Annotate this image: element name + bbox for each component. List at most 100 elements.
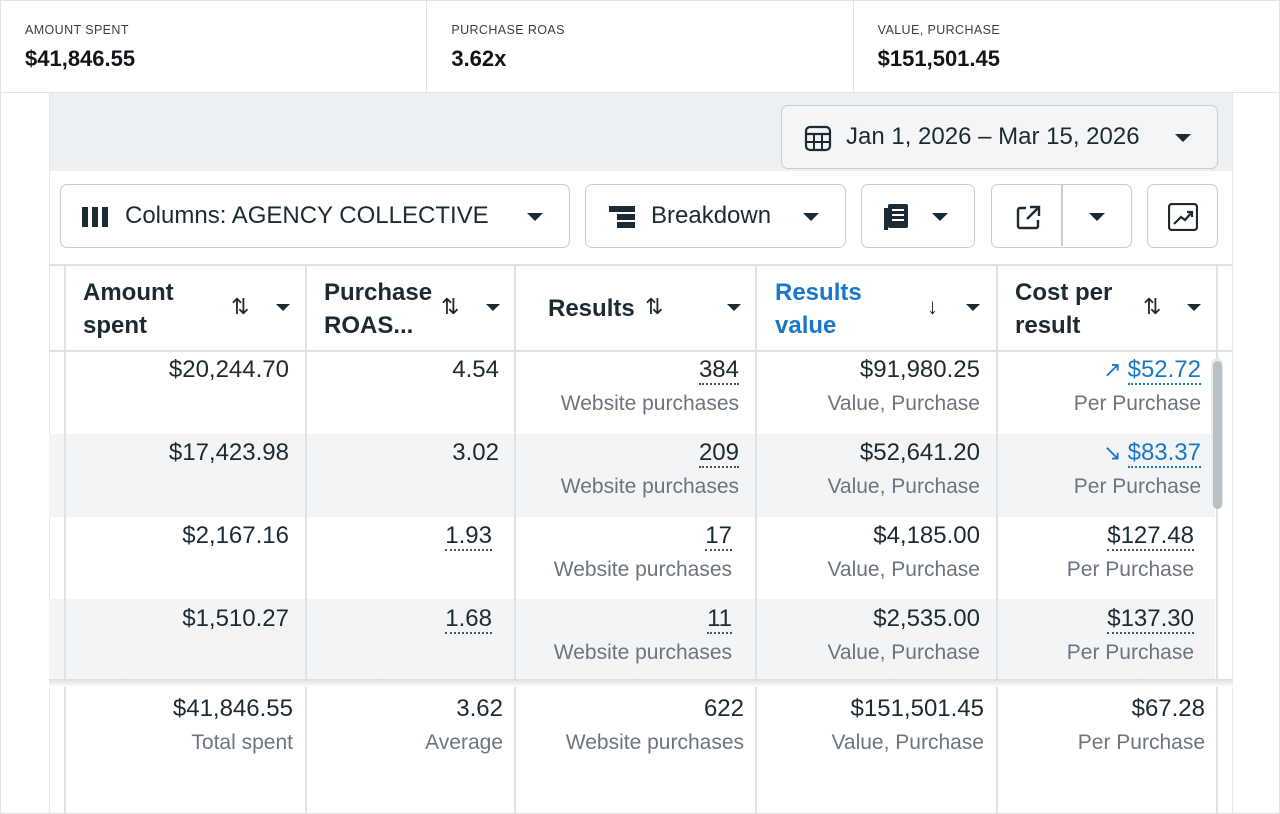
cell-amount-spent: $17,423.98	[169, 438, 289, 468]
view-charts-button[interactable]	[1147, 184, 1218, 248]
header-line: ROAS...	[324, 312, 414, 339]
date-range-picker[interactable]: Jan 1, 2026 – Mar 15, 2026	[781, 105, 1218, 169]
header-label: Amount spent	[83, 276, 174, 342]
cell-subtext: Per Purchase	[1073, 475, 1201, 498]
totals-divider	[49, 679, 1233, 687]
cell-subtext: Value, Purchase	[827, 558, 980, 581]
total-results: 622 Website purchases	[566, 694, 744, 758]
metric-card-purchase-roas: PURCHASE ROAS 3.62x	[427, 1, 854, 92]
breakdown-label: Breakdown	[651, 202, 772, 229]
chevron-down-icon[interactable]	[966, 304, 980, 311]
cost-link[interactable]: $52.72	[1127, 356, 1201, 385]
breakdown-icon	[609, 206, 635, 228]
cost-link[interactable]: $83.37	[1127, 439, 1201, 468]
sort-icon[interactable]: ⇅	[645, 294, 664, 319]
metric-label: AMOUNT SPENT	[25, 23, 129, 37]
cell-value: $52,641.20	[859, 439, 980, 466]
cell-subtext: Per Purchase	[1073, 392, 1201, 415]
sort-down-icon[interactable]: ↓	[927, 294, 938, 319]
cell-value: 4.54	[452, 356, 499, 383]
row-background	[49, 599, 1215, 682]
header-label: Results	[548, 295, 635, 322]
columns-icon	[82, 207, 108, 227]
cell-value: $17,423.98	[168, 439, 289, 466]
breakdown-button[interactable]: Breakdown	[585, 184, 846, 248]
export-icon	[1016, 205, 1041, 230]
panel-divider	[1232, 93, 1233, 813]
cell-amount-spent: $1,510.27	[182, 604, 289, 634]
reports-button[interactable]	[861, 184, 975, 248]
cell-results-value: $91,980.25 Value, Purchase	[827, 355, 980, 419]
export-button[interactable]	[991, 184, 1132, 248]
cell-results: 384 Website purchases	[561, 355, 739, 419]
cell-value: $2,535.00	[873, 605, 980, 632]
results-link[interactable]: 11	[707, 605, 732, 634]
chevron-down-icon	[932, 213, 948, 221]
metric-card-value-purchase: VALUE, PURCHASE $151,501.45	[854, 1, 1279, 92]
cell-purchase-roas: 1.93	[445, 521, 492, 551]
chevron-down-icon	[527, 213, 543, 221]
cell-amount-spent: $20,244.70	[169, 355, 289, 385]
header-line: result	[1015, 312, 1081, 339]
total-purchase-roas: 3.62 Average	[425, 694, 503, 758]
metric-label: PURCHASE ROAS	[451, 23, 565, 37]
chevron-down-icon[interactable]	[727, 304, 741, 311]
sort-icon[interactable]: ⇅	[231, 294, 250, 319]
trend-up-icon: ↗	[1103, 357, 1122, 382]
cell-value: $20,244.70	[168, 356, 289, 383]
roas-link[interactable]: 1.68	[445, 605, 492, 634]
header-line: spent	[83, 312, 148, 339]
cell-subtext: Value, Purchase	[831, 731, 984, 754]
date-range-label: Jan 1, 2026 – Mar 15, 2026	[846, 123, 1140, 150]
metric-card-amount-spent: AMOUNT SPENT $41,846.55	[1, 1, 428, 92]
cell-results-value: $52,641.20 Value, Purchase	[827, 438, 980, 502]
cell-subtext: Per Purchase	[1077, 731, 1205, 754]
header-line: Purchase	[324, 279, 433, 306]
cost-link[interactable]: $137.30	[1107, 605, 1194, 634]
scrollbar-thumb[interactable]	[1213, 361, 1222, 509]
cell-purchase-roas: 1.68	[445, 604, 492, 634]
cell-results: 11 Website purchases	[554, 604, 732, 668]
chevron-down-icon[interactable]	[486, 304, 500, 311]
cell-subtext: Per Purchase	[1066, 558, 1194, 581]
cell-subtext: Value, Purchase	[827, 392, 980, 415]
cell-cost-per-result: ↘ $83.37 Per Purchase	[1074, 438, 1201, 502]
row-background	[49, 434, 1215, 517]
columns-button[interactable]: Columns: AGENCY COLLECTIVE	[60, 184, 570, 248]
metric-value: $151,501.45	[877, 46, 1000, 71]
results-link[interactable]: 17	[705, 522, 732, 551]
results-link[interactable]: 209	[698, 439, 739, 468]
cell-value: $67.28	[1131, 695, 1205, 722]
total-results-value: $151,501.45 Value, Purchase	[831, 694, 984, 758]
header-label: Cost per result	[1015, 276, 1112, 342]
header-line: Results	[775, 279, 862, 306]
results-table: Amount spent ⇅ Purchase ROAS... ⇅ Result…	[49, 264, 1233, 813]
chevron-down-icon[interactable]	[276, 304, 290, 311]
cell-value: $41,846.55	[172, 695, 293, 722]
column-divider	[996, 264, 998, 813]
column-divider	[305, 264, 307, 813]
header-label: Purchase ROAS...	[324, 276, 432, 342]
header-line: Amount	[83, 279, 174, 306]
ads-manager-panel: Jan 1, 2026 – Mar 15, 2026 Columns: AGEN…	[0, 93, 1280, 814]
cell-subtext: Website purchases	[565, 731, 744, 754]
cell-purchase-roas: 3.02	[452, 438, 499, 468]
row-divider	[49, 264, 1233, 266]
chevron-down-icon[interactable]	[1089, 213, 1105, 221]
cell-value: $151,501.45	[850, 695, 984, 722]
reports-icon	[884, 204, 908, 230]
metric-value: 3.62x	[451, 46, 507, 71]
results-link[interactable]: 384	[698, 356, 739, 385]
sort-icon[interactable]: ⇅	[441, 294, 460, 319]
cell-cost-per-result: $137.30 Per Purchase	[1067, 604, 1194, 668]
cell-subtext: Website purchases	[560, 392, 739, 415]
cost-link[interactable]: $127.48	[1107, 522, 1194, 551]
cell-value: $1,510.27	[182, 605, 289, 632]
cell-value: 3.62	[456, 695, 503, 722]
roas-link[interactable]: 1.93	[445, 522, 492, 551]
cell-subtext: Total spent	[191, 731, 293, 754]
sort-icon[interactable]: ⇅	[1143, 294, 1162, 319]
chevron-down-icon[interactable]	[1187, 304, 1201, 311]
cell-results: 209 Website purchases	[561, 438, 739, 502]
metric-summary-bar: AMOUNT SPENT $41,846.55 PURCHASE ROAS 3.…	[0, 0, 1280, 93]
